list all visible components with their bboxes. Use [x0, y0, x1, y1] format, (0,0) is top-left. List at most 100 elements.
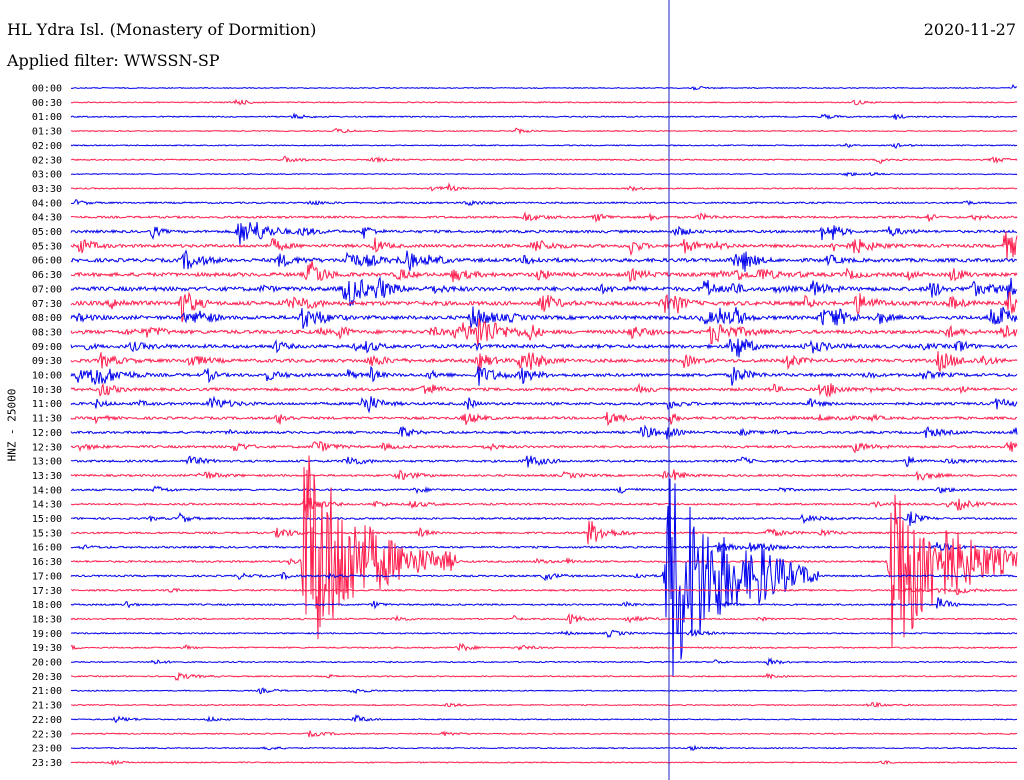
- trace-row: [70, 112, 1018, 120]
- row-time-label: 23:30: [32, 758, 62, 769]
- trace-row: [70, 98, 1018, 106]
- row-time-label: 20:30: [32, 672, 62, 683]
- row-time-label: 20:00: [32, 658, 62, 669]
- trace-row: [70, 759, 1018, 767]
- trace-row: [70, 713, 1018, 724]
- trace-row: [70, 628, 1018, 639]
- row-time-label: 19:00: [32, 629, 62, 640]
- trace-row: [70, 701, 1018, 708]
- trace-row: [71, 455, 1018, 648]
- trace-row: [70, 260, 1018, 283]
- row-time-label: 21:30: [32, 701, 62, 712]
- row-time-label: 10:30: [32, 385, 62, 396]
- row-time-label: 13:00: [32, 457, 62, 468]
- row-time-label: 03:30: [32, 184, 62, 195]
- row-time-label: 19:30: [32, 643, 62, 654]
- trace-row: [70, 469, 1018, 481]
- trace-row: [70, 478, 1018, 677]
- trace-row: [70, 221, 1017, 246]
- trace-row: [70, 642, 1018, 652]
- date-label: 2020-11-27: [923, 20, 1016, 39]
- row-time-label: 02:00: [32, 141, 62, 152]
- row-time-label: 12:00: [32, 428, 62, 439]
- row-time-label: 14:00: [32, 485, 62, 496]
- row-time-label: 05:30: [32, 241, 62, 252]
- row-time-label: 05:00: [32, 227, 62, 238]
- trace-row: [70, 318, 1018, 346]
- trace-row: [70, 657, 1018, 666]
- time-label-group: 00:00 00:30 01:00 01:30 02:00 02:30 03:00 03:30…: [32, 84, 62, 769]
- trace-row: [70, 338, 1018, 358]
- row-time-label: 02:30: [32, 155, 62, 166]
- row-time-label: 07:00: [32, 284, 62, 295]
- trace-row: [70, 440, 1018, 454]
- row-time-label: 08:00: [32, 313, 62, 324]
- row-time-label: 15:30: [32, 528, 62, 539]
- trace-row: [70, 612, 1018, 625]
- trace-row: [70, 155, 1018, 165]
- station-title: HL Ydra Isl. (Monastery of Dormition): [7, 20, 317, 39]
- trace-row: [70, 485, 1018, 495]
- row-time-label: 03:00: [32, 170, 62, 181]
- trace-row: [70, 83, 1018, 92]
- row-time-label: 17:30: [32, 586, 62, 597]
- trace-group: [70, 83, 1018, 767]
- trace-row: [70, 182, 1018, 192]
- trace-row: [70, 744, 1018, 752]
- row-time-label: 21:00: [32, 686, 62, 697]
- filter-label: Applied filter: WWSSN-SP: [7, 51, 220, 70]
- trace-row: [70, 687, 1018, 695]
- row-time-label: 07:30: [32, 299, 62, 310]
- trace-row: [70, 597, 1017, 610]
- row-time-label: 04:30: [32, 213, 62, 224]
- row-time-label: 15:00: [32, 514, 62, 525]
- row-time-label: 10:00: [32, 371, 62, 382]
- trace-row: [70, 306, 1018, 329]
- row-time-label: 00:00: [32, 84, 62, 95]
- row-time-label: 16:30: [32, 557, 62, 568]
- trace-row: [70, 497, 1017, 514]
- row-time-label: 14:30: [32, 500, 62, 511]
- row-time-label: 12:30: [32, 442, 62, 453]
- row-time-label: 18:00: [32, 600, 62, 611]
- trace-row: [70, 520, 1018, 545]
- trace-row: [70, 671, 1018, 681]
- row-time-label: 11:00: [32, 399, 62, 410]
- row-time-label: 08:30: [32, 327, 62, 338]
- row-time-label: 01:30: [32, 127, 62, 138]
- trace-row: [70, 275, 1018, 307]
- row-time-label: 23:00: [32, 744, 62, 755]
- trace-row: [70, 199, 1018, 207]
- trace-row: [70, 455, 1018, 468]
- row-time-label: 06:00: [32, 256, 62, 267]
- row-time-label: 06:30: [32, 270, 62, 281]
- row-time-label: 01:00: [32, 112, 62, 123]
- row-time-label: 18:30: [32, 614, 62, 625]
- trace-row: [70, 424, 1018, 440]
- row-time-label: 11:30: [32, 414, 62, 425]
- trace-row: [70, 231, 1018, 260]
- trace-row: [71, 171, 1018, 178]
- row-time-label: 16:00: [32, 543, 62, 554]
- trace-row: [70, 211, 1018, 223]
- trace-row: [70, 511, 1018, 527]
- trace-row: [70, 382, 1018, 398]
- trace-row: [70, 365, 1018, 386]
- trace-row: [70, 291, 1018, 323]
- trace-row: [70, 395, 1018, 414]
- row-time-label: 22:30: [32, 729, 62, 740]
- trace-row: [70, 127, 1018, 135]
- trace-row: [70, 542, 1018, 554]
- row-time-label: 00:30: [32, 98, 62, 109]
- row-time-label: 04:00: [32, 198, 62, 209]
- trace-row: [70, 586, 1018, 595]
- row-time-label: 22:00: [32, 715, 62, 726]
- row-time-label: 13:30: [32, 471, 62, 482]
- row-time-label: 09:00: [32, 342, 62, 353]
- trace-row: [70, 249, 1018, 272]
- row-time-label: 09:30: [32, 356, 62, 367]
- trace-row: [70, 730, 1018, 738]
- trace-row: [70, 411, 1017, 427]
- trace-row: [70, 142, 1018, 149]
